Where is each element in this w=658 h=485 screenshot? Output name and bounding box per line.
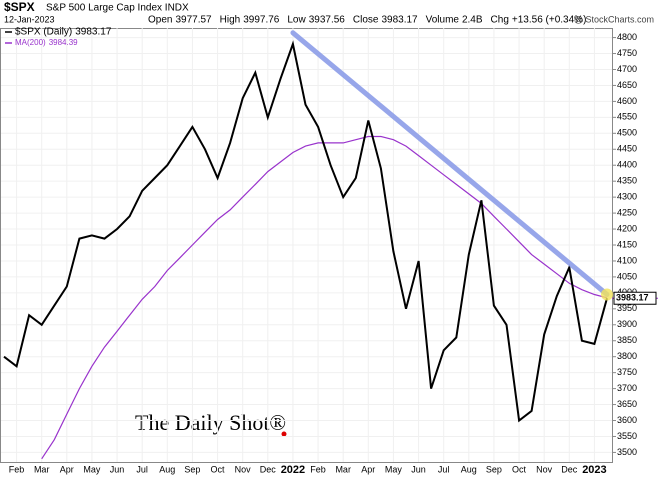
stat-value: 3997.76 — [243, 15, 280, 26]
x-tick-label: Nov — [235, 464, 252, 474]
x-tick-label: Mar — [34, 464, 50, 474]
series-line — [3, 40, 608, 423]
x-tick-label: 2023 — [582, 464, 606, 476]
y-tick-label: 4150 — [617, 239, 637, 249]
y-tick-label: 4300 — [617, 192, 637, 202]
y-tick-label: 3700 — [617, 383, 637, 393]
y-tick-label: 4750 — [617, 48, 637, 58]
y-tick-label: 3650 — [617, 399, 637, 409]
x-tick-label: Feb — [310, 464, 326, 474]
stat-label: Close — [353, 15, 379, 26]
x-tick-label: May — [385, 464, 403, 474]
legend-value: 3983.17 — [75, 27, 112, 38]
stat-value: 2.4B — [462, 15, 483, 26]
y-tick-label: 3600 — [617, 415, 637, 425]
y-tick-label: 3500 — [617, 447, 637, 457]
y-tick-label: 4550 — [617, 112, 637, 122]
stat-label: Chg — [491, 15, 509, 26]
watermark: The Daily Shot® — [135, 410, 286, 435]
y-tick-label: 4200 — [617, 223, 637, 233]
y-tick-label: 3850 — [617, 335, 637, 345]
x-tick-label: Jun — [411, 464, 426, 474]
stat-value: 3977.57 — [175, 15, 212, 26]
last-price-box — [613, 291, 657, 305]
trendline-end — [601, 288, 613, 301]
stat-label: Low — [287, 15, 306, 26]
x-tick-label: Jun — [110, 464, 125, 474]
y-tick-label: 4600 — [617, 96, 637, 106]
y-tick-label: 4400 — [617, 160, 637, 170]
legend-label: $SPX (Daily) — [15, 27, 72, 38]
x-tick-label: Dec — [260, 464, 277, 474]
x-tick-label: Mar — [335, 464, 351, 474]
y-tick-label: 4450 — [617, 144, 637, 154]
trendline — [290, 30, 610, 297]
y-tick-label: 4100 — [617, 255, 637, 265]
x-tick-label: May — [83, 464, 101, 474]
y-tick-label: 3800 — [617, 351, 637, 361]
legend-value: 3984.39 — [49, 38, 78, 47]
x-tick-label: Aug — [159, 464, 175, 474]
y-tick-label: 3550 — [617, 431, 637, 441]
y-tick-label: 3750 — [617, 367, 637, 377]
x-tick-label: Oct — [211, 464, 226, 474]
stat-label: Volume — [426, 15, 460, 26]
series-line — [41, 135, 608, 460]
x-tick-label: Nov — [536, 464, 553, 474]
y-tick-label: 4650 — [617, 80, 637, 90]
y-tick-label: 4500 — [617, 128, 637, 138]
y-tick-label: 3950 — [617, 303, 637, 313]
stat-value: 3983.17 — [381, 15, 418, 26]
y-tick-label: 4700 — [617, 64, 637, 74]
y-tick-label: 4350 — [617, 176, 637, 186]
y-tick-label: 4250 — [617, 207, 637, 217]
legend-label: MA(200) — [15, 38, 46, 47]
x-tick-label: Apr — [60, 464, 74, 474]
symbol: $SPX — [4, 0, 35, 14]
x-tick-label: Sep — [486, 464, 502, 474]
x-tick-label: Feb — [9, 464, 25, 474]
x-tick-label: Oct — [512, 464, 527, 474]
stat-label: High — [220, 15, 241, 26]
credit: @ StockCharts.com — [574, 14, 654, 24]
index-name: S&P 500 Large Cap Index INDX — [46, 3, 189, 14]
x-tick-label: Aug — [461, 464, 477, 474]
date: 12-Jan-2023 — [4, 14, 55, 24]
x-tick-label: Apr — [361, 464, 375, 474]
y-tick-label: 4050 — [617, 271, 637, 281]
y-tick-label: 4800 — [617, 32, 637, 42]
stat-label: Open — [148, 15, 172, 26]
x-tick-label: Jul — [438, 464, 450, 474]
last-price-label: 3983.17 — [616, 293, 649, 303]
x-tick-label: Dec — [561, 464, 578, 474]
y-tick-label: 3900 — [617, 319, 637, 329]
x-tick-label: 2022 — [281, 464, 305, 476]
stat-value: +13.56 (+0.34%) — [512, 15, 587, 26]
x-tick-label: Sep — [184, 464, 200, 474]
stat-value: 3937.56 — [309, 15, 346, 26]
x-tick-label: Jul — [136, 464, 148, 474]
watermark-dot — [281, 431, 287, 437]
